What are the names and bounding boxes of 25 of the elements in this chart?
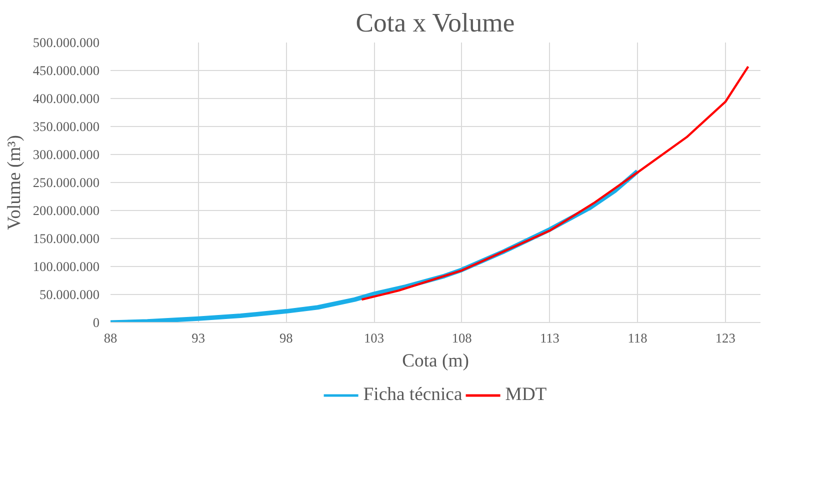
x-tick-label: 88 <box>104 330 118 346</box>
x-tick-label: 113 <box>540 330 560 346</box>
y-tick-label: 350.000.000 <box>32 119 100 134</box>
y-tick-label: 50.000.000 <box>40 287 100 302</box>
x-axis-title: Cota (m) <box>402 350 469 372</box>
y-tick-label: 500.000.000 <box>32 35 100 50</box>
y-tick-label: 100.000.000 <box>32 259 100 274</box>
x-tick-label: 98 <box>280 330 294 346</box>
x-tick-label: 108 <box>452 330 472 346</box>
y-tick-label: 400.000.000 <box>32 91 100 106</box>
y-tick-label: 450.000.000 <box>32 63 100 78</box>
y-tick-label: 0 <box>92 315 100 330</box>
x-tick-label: 123 <box>715 330 736 346</box>
y-tick-label: 300.000.000 <box>32 147 100 162</box>
y-tick-label: 150.000.000 <box>32 231 100 246</box>
x-tick-label: 118 <box>628 330 648 346</box>
y-tick-label: 200.000.000 <box>32 203 100 218</box>
line-series <box>360 65 750 301</box>
legend-label: MDT <box>505 384 547 406</box>
y-axis-title: Volume (m³) <box>4 135 25 230</box>
x-tick-label: 93 <box>192 330 206 346</box>
x-tick-label: 103 <box>364 330 384 346</box>
y-tick-label: 250.000.000 <box>32 175 100 190</box>
chart-title: Cota x Volume <box>356 8 515 38</box>
legend-label: Ficha técnica <box>363 384 462 406</box>
